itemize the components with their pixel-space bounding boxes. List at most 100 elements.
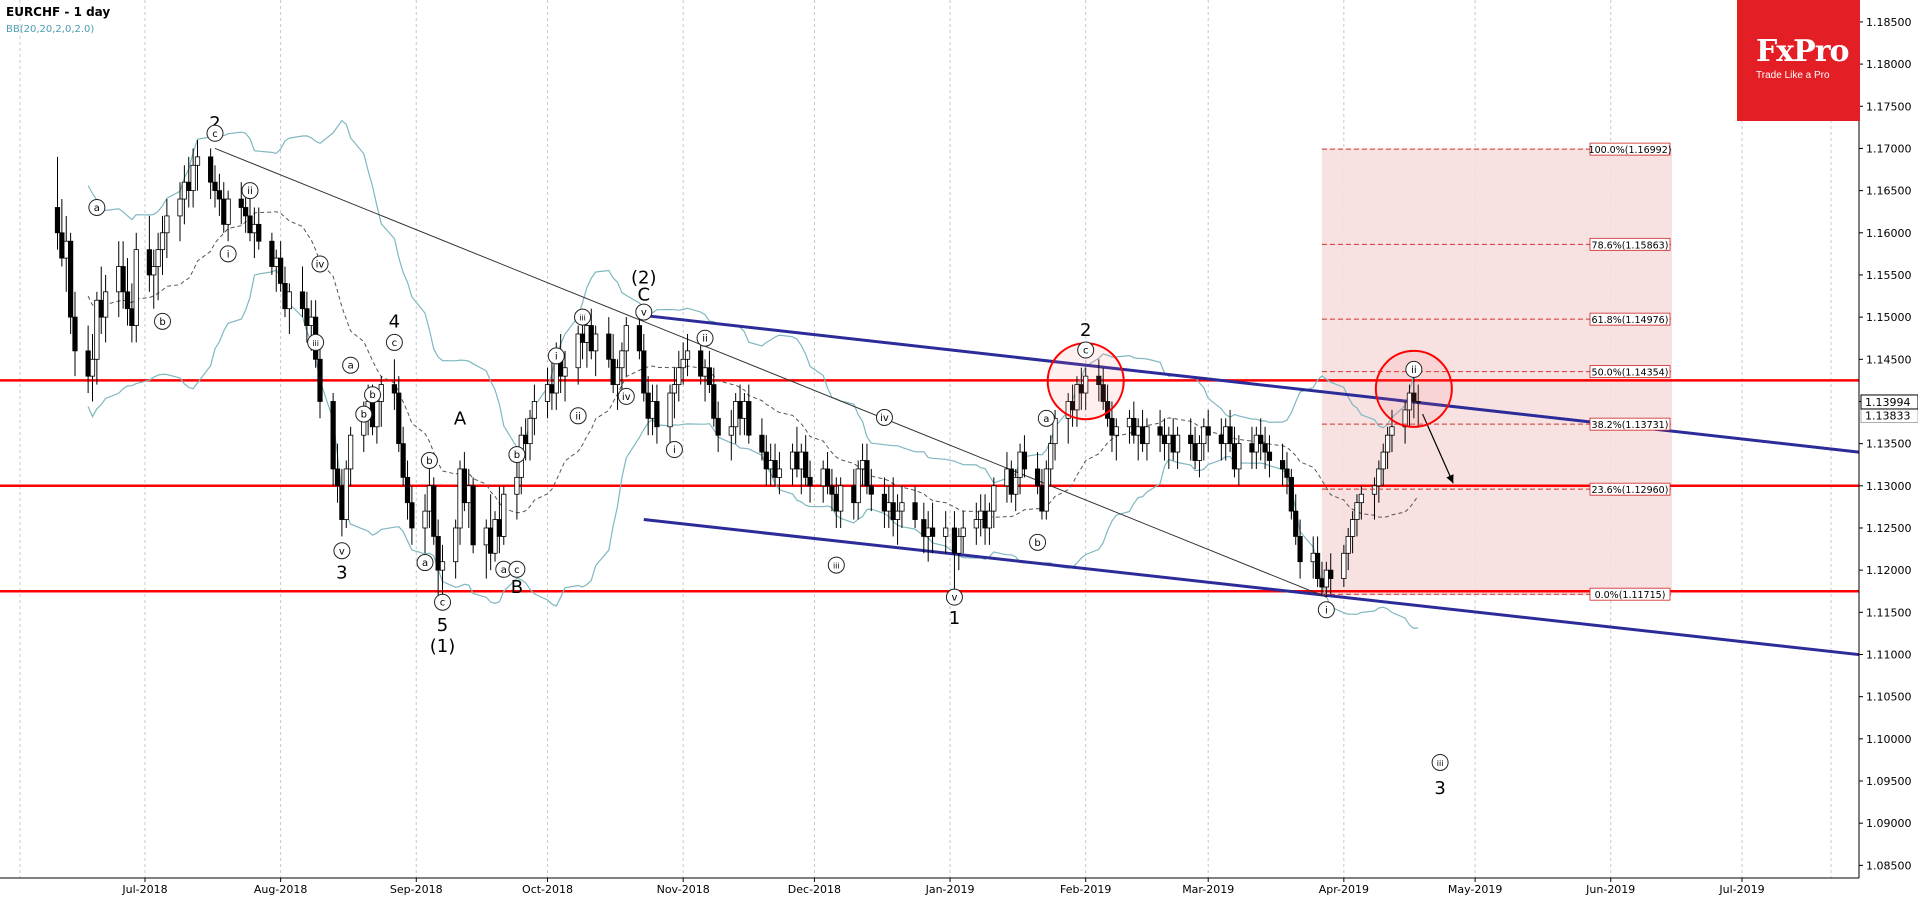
wave-label: i [227,249,230,260]
candle-body [1249,443,1255,453]
channel-line [643,518,1874,658]
candle-body [409,502,415,529]
candle-body [1196,443,1203,461]
brand-tagline: Trade Like a Pro [1756,70,1830,81]
date-tick-label: Mar-2019 [1182,883,1234,896]
fxpro-logo: FxPro Trade Like a Pro [1737,0,1860,121]
candle-body [1126,417,1133,428]
candle-body [1161,434,1168,445]
wave-label-circle [696,329,714,347]
candle-body [1279,460,1286,470]
wave-label-circle [508,560,526,578]
candle-body [1157,426,1163,436]
candle-body [575,333,581,369]
candle-body [794,451,800,470]
candle-body [741,401,748,419]
date-tick-label: Oct-2018 [522,883,573,896]
candle-body [151,266,157,276]
candle-body [733,401,739,428]
candle-body [1039,485,1045,512]
candle-body [711,384,717,419]
candle-body [859,460,866,470]
candle-body [391,384,397,394]
price-tick-label: 1.11000 [1866,648,1912,661]
wave-label: v [951,593,957,604]
candle-body [746,401,752,436]
candle-body [982,510,988,529]
candle-body [492,519,498,554]
candle-body [1043,468,1049,512]
bollinger-middle [87,211,1419,518]
wave-label: B [511,577,523,598]
candle-body [59,232,65,259]
candle-body [763,451,769,470]
candle-body [98,299,104,318]
candle-body [1323,569,1329,588]
candle-body [614,367,621,385]
candle-body [278,257,284,284]
candle-body [343,468,349,520]
candle-body [339,485,345,520]
brand-name: FxPro [1756,34,1850,69]
candle-body [164,215,170,234]
date-tick-label: Dec-2018 [788,883,841,896]
candle-body [579,333,586,343]
candle-body [1205,426,1211,436]
wave-label-circle [154,312,172,330]
candle-body [978,510,984,520]
wave-label: iii [1437,759,1444,768]
candle-body [496,519,503,537]
wave-label-circle [88,198,106,216]
candle-body [1201,426,1207,445]
candle-body [1096,375,1102,385]
price-marker-alt: 1.13833 [1865,410,1911,423]
wave-label-circle [434,593,452,611]
price-axis-bg [1859,0,1918,898]
candle-body [1166,434,1172,445]
candle-body [89,358,96,377]
candle-body [146,249,152,276]
current-price-box [1860,394,1918,410]
candle-body [610,358,616,385]
wave-label: i [1325,605,1328,616]
candle-body [251,223,257,234]
candle-body [238,198,244,208]
candle-body [348,434,354,470]
candle-body [649,401,656,419]
candle-body [85,350,91,377]
candle-body [1174,434,1181,453]
wave-label-circle [574,308,592,326]
price-tick-label: 1.11500 [1866,606,1912,619]
candle-body [1170,434,1176,453]
wave-label-circle [342,356,360,374]
candle-body [623,325,629,352]
candle-body [400,443,406,478]
wave-label: v [339,546,345,557]
candle-body [1231,443,1238,470]
fib-level-label: 0.0%(1.11715) [1595,590,1666,601]
candle-body [943,527,949,537]
candle-body [1288,476,1294,512]
wave-label-circle [355,405,373,423]
candle-body [1258,434,1264,445]
wave-label: ii [575,411,581,422]
symbol-title: EURCHF - 1 day [6,5,110,19]
price-tick-label: 1.10500 [1866,691,1912,704]
wave-label: 5 [437,615,448,636]
wave-label: 4 [389,311,400,332]
candle-body [654,401,660,428]
wave-label: A [454,408,467,429]
wave-label-circle [569,407,587,425]
wave-label-circle [1405,360,1423,378]
candle-body [851,485,857,504]
fib-level-label: 100.0%(1.16992) [1589,145,1672,156]
candle-body [991,485,997,512]
price-tick-label: 1.16500 [1866,185,1912,198]
candle-body [531,401,538,419]
candle-body [1004,468,1010,487]
candle-body [588,325,594,352]
candle-body [273,257,279,267]
wave-label: b [1034,538,1040,549]
fib-label-box [1589,312,1671,326]
